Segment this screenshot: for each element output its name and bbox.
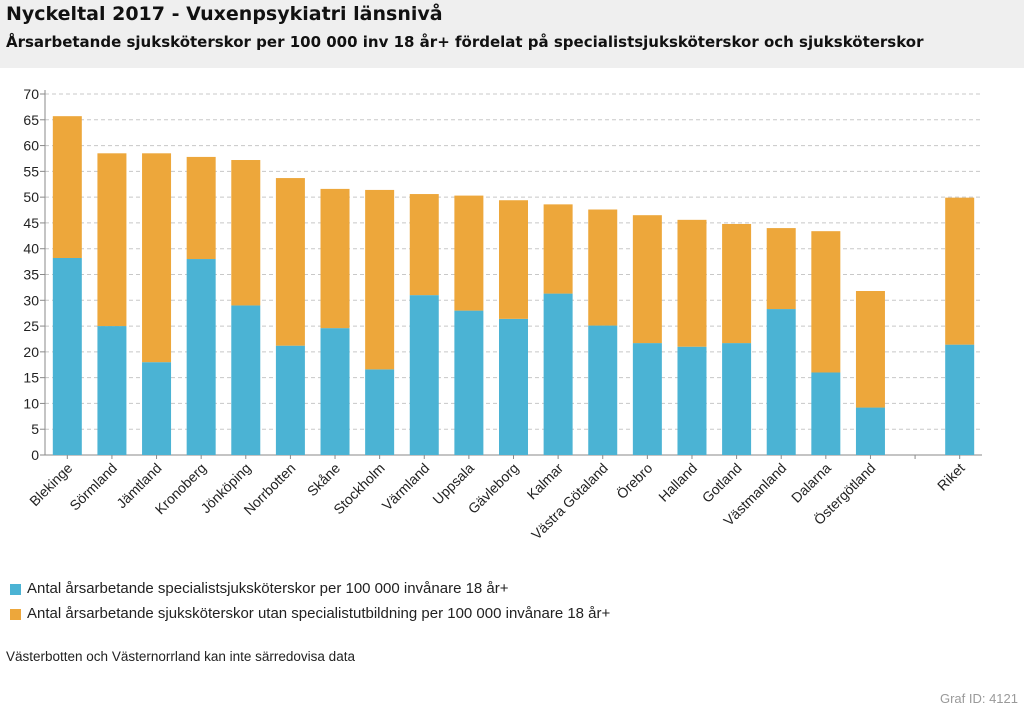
bar-segment-general xyxy=(588,209,618,326)
legend-label-general: Antal årsarbetande sjuksköterskor utan s… xyxy=(27,605,611,622)
y-tick-label: 60 xyxy=(23,138,39,154)
y-tick-label: 55 xyxy=(23,163,39,179)
legend-label-specialist: Antal årsarbetande specialistsjuksköters… xyxy=(27,580,509,597)
bar-segment-general xyxy=(186,156,216,260)
bar-segment-specialist xyxy=(97,326,127,455)
y-tick-label: 10 xyxy=(23,395,39,411)
bar-segment-specialist xyxy=(677,346,707,455)
y-tick-label: 5 xyxy=(31,421,39,437)
y-tick-label: 15 xyxy=(23,370,39,386)
x-tick-label: Halland xyxy=(655,460,700,505)
y-tick-label: 0 xyxy=(31,447,39,463)
legend-swatch-specialist xyxy=(10,584,21,595)
y-tick-label: 25 xyxy=(23,318,39,334)
bar-segment-general xyxy=(811,231,841,373)
chart-subtitle: Årsarbetande sjuksköterskor per 100 000 … xyxy=(6,33,924,51)
x-tick-label: Kalmar xyxy=(524,460,567,503)
bar-segment-general xyxy=(855,291,885,408)
bar-segment-general xyxy=(766,228,796,310)
bar-segment-specialist xyxy=(499,318,528,455)
y-tick-label: 30 xyxy=(23,292,39,308)
bar-segment-general xyxy=(97,153,127,327)
bar-segment-general xyxy=(945,197,975,345)
bar-segment-specialist xyxy=(945,344,975,455)
bar-segment-specialist xyxy=(52,257,82,455)
chart-title: Nyckeltal 2017 - Vuxenpsykiatri länsnivå xyxy=(6,3,443,25)
x-tick-label: Västra Götaland xyxy=(528,460,611,543)
bar-segment-general xyxy=(677,219,707,347)
y-tick-label: 70 xyxy=(23,86,39,102)
bar-segment-general xyxy=(231,160,261,306)
bar-segment-general xyxy=(499,200,528,319)
bar-segment-general xyxy=(409,194,439,296)
x-tick-label: Skåne xyxy=(304,460,344,500)
y-tick-label: 20 xyxy=(23,344,39,360)
legend-swatch-general xyxy=(10,609,21,620)
x-tick-label: Värmland xyxy=(379,460,433,514)
bar-segment-general xyxy=(454,195,484,311)
bar-segment-specialist xyxy=(365,369,395,455)
x-tick-label: Sörmland xyxy=(66,460,120,514)
y-tick-label: 40 xyxy=(23,241,39,257)
bar-segment-general xyxy=(722,223,752,344)
y-tick-label: 45 xyxy=(23,215,39,231)
bar-segment-specialist xyxy=(275,345,305,455)
x-tick-label: Örebro xyxy=(613,459,656,502)
bar-segment-specialist xyxy=(766,309,796,455)
bar-segment-specialist xyxy=(186,259,216,455)
bar-segment-specialist xyxy=(454,310,484,455)
stacked-bar-chart: 0510152025303540455055606570BlekingeSörm… xyxy=(23,86,982,543)
x-tick-label: Riket xyxy=(934,460,968,494)
bar-segment-specialist xyxy=(543,293,573,455)
bar-segment-specialist xyxy=(811,372,841,455)
y-tick-label: 65 xyxy=(23,112,39,128)
y-tick-label: 50 xyxy=(23,189,39,205)
y-tick-label: 35 xyxy=(23,267,39,283)
bar-segment-specialist xyxy=(855,407,885,455)
bar-segment-specialist xyxy=(231,305,261,455)
bar-segment-specialist xyxy=(142,362,172,455)
bar-segment-general xyxy=(632,215,662,344)
bar-segment-general xyxy=(275,178,305,346)
graph-id-label: Graf ID: 4121 xyxy=(939,691,1018,706)
chart-header: Nyckeltal 2017 - Vuxenpsykiatri länsnivå… xyxy=(0,0,1024,68)
bar-segment-specialist xyxy=(632,343,662,455)
bar-segment-specialist xyxy=(722,343,752,455)
bar-segment-general xyxy=(142,153,172,363)
bar-segment-specialist xyxy=(320,328,350,455)
bar-segment-general xyxy=(365,189,395,370)
bar-segment-specialist xyxy=(588,325,618,455)
bar-segment-specialist xyxy=(409,295,439,455)
chart-footnote: Västerbotten och Västernorrland kan inte… xyxy=(6,649,355,664)
bar-segment-general xyxy=(52,116,82,258)
bar-segment-general xyxy=(543,204,573,294)
bar-segment-general xyxy=(320,188,350,329)
